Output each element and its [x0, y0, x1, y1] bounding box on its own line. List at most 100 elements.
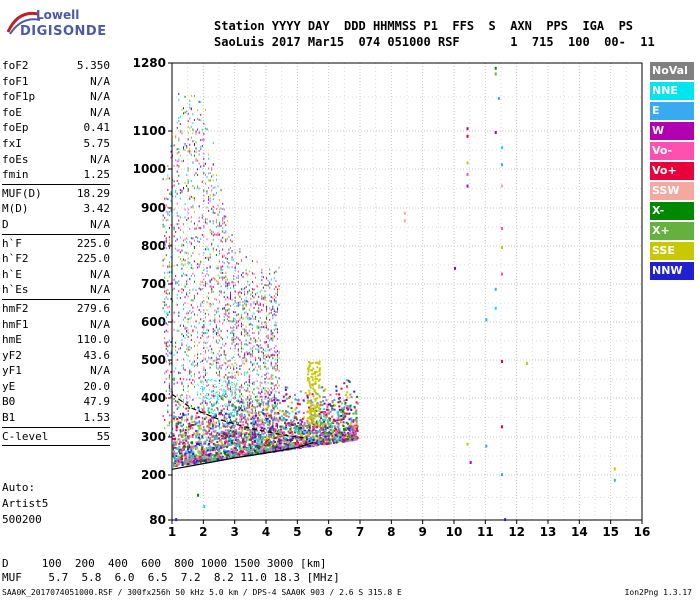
echo-point	[244, 362, 246, 365]
echo-point	[167, 330, 169, 333]
echo-point	[165, 231, 167, 234]
echo-point	[173, 353, 175, 356]
echo-point	[225, 256, 227, 259]
echo-point	[212, 247, 214, 250]
echo-point	[270, 397, 272, 400]
echo-point	[209, 172, 211, 175]
echo-point	[165, 178, 167, 181]
echo-point	[229, 429, 231, 432]
echo-point	[259, 326, 261, 329]
echo-point	[173, 419, 175, 422]
echo-point	[261, 400, 263, 403]
echo-point	[178, 151, 180, 154]
echo-point	[269, 423, 271, 426]
echo-point	[168, 192, 170, 195]
echo-point	[181, 430, 184, 433]
echo-point	[301, 438, 304, 441]
echo-point	[258, 307, 260, 310]
echo-point	[168, 359, 170, 362]
echo-point	[225, 224, 227, 227]
echo-point	[184, 431, 187, 434]
echo-point	[217, 424, 220, 427]
echo-point	[244, 293, 246, 296]
echo-point	[193, 455, 196, 458]
echo-point	[261, 295, 263, 298]
echo-point	[259, 316, 261, 319]
echo-point	[239, 441, 242, 444]
echo-point	[212, 234, 214, 237]
echo-point	[228, 413, 230, 416]
echo-point	[228, 266, 230, 269]
echo-point	[173, 382, 175, 385]
echo-point	[293, 393, 296, 396]
echo-point	[273, 398, 276, 401]
echo-point	[215, 326, 217, 329]
echo-point	[270, 311, 272, 314]
echo-point	[327, 431, 330, 434]
echo-point	[217, 224, 219, 227]
echo-point	[264, 446, 267, 449]
echo-point	[177, 460, 180, 463]
echo-point	[214, 429, 217, 432]
echo-point	[208, 196, 210, 199]
echo-point	[173, 164, 175, 167]
echo-point	[289, 424, 292, 427]
echo-point	[228, 440, 231, 443]
echo-point	[251, 404, 253, 407]
echo-point	[178, 120, 180, 123]
echo-point	[211, 303, 213, 306]
echo-point	[204, 400, 206, 403]
echo-point	[211, 175, 213, 178]
echo-point	[242, 446, 245, 449]
echo-point	[203, 406, 205, 409]
echo-point	[162, 415, 164, 418]
echo-point	[231, 435, 233, 438]
echo-point	[254, 444, 257, 447]
echo-point	[289, 428, 292, 431]
echo-point	[256, 386, 258, 389]
echo-point	[199, 457, 202, 460]
echo-point	[231, 434, 233, 437]
echo-point	[273, 324, 275, 327]
echo-point	[187, 390, 189, 393]
echo-point	[217, 204, 219, 207]
echo-point	[205, 439, 208, 442]
echo-point	[165, 389, 167, 392]
echo-point	[250, 342, 252, 345]
echo-point	[269, 427, 271, 430]
echo-point	[276, 353, 278, 356]
echo-point	[312, 414, 315, 417]
echo-point	[323, 422, 326, 425]
echo-point	[334, 419, 337, 422]
echo-point	[193, 433, 196, 436]
echo-point	[234, 283, 236, 286]
echo-point	[219, 233, 221, 236]
echo-point	[219, 224, 221, 227]
echo-point	[331, 415, 334, 418]
echo-point	[208, 428, 210, 431]
echo-point	[253, 306, 255, 309]
echo-point	[350, 437, 353, 440]
echo-point	[231, 383, 233, 386]
echo-point	[174, 458, 177, 461]
echo-point	[228, 297, 230, 300]
echo-point	[165, 210, 167, 213]
echo-point	[324, 434, 327, 437]
param-value: 1.25	[83, 168, 111, 182]
echo-point	[192, 383, 194, 386]
echo-point	[170, 370, 172, 373]
echo-point	[206, 222, 208, 225]
echo-point	[175, 247, 177, 250]
echo-point	[247, 300, 249, 303]
echo-point	[343, 439, 346, 442]
echo-point	[243, 405, 246, 408]
echo-point	[241, 441, 244, 444]
echo-point	[181, 382, 183, 385]
echo-point	[354, 435, 357, 438]
echo-point	[208, 446, 211, 449]
echo-point	[258, 410, 260, 413]
echo-point	[189, 372, 191, 375]
echo-point	[167, 298, 169, 301]
echo-point	[209, 362, 211, 365]
echo-point	[168, 243, 170, 246]
